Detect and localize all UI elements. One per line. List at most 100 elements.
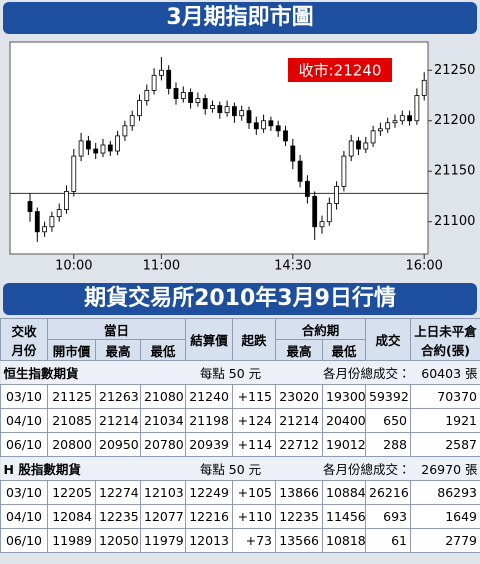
total-text: 26970 張	[421, 462, 478, 477]
total-label-text: 各月份總成交：	[323, 462, 411, 477]
candle-body	[312, 196, 318, 228]
y-tick-label: 21250	[434, 63, 475, 78]
table-cell-text: 10884	[326, 485, 366, 500]
section-name-text: H 股指數期貨	[3, 462, 81, 477]
header-cell: 結算價	[185, 318, 233, 361]
candle-body	[122, 125, 128, 137]
table-cell-text: 20939	[189, 437, 229, 452]
candle-body	[283, 130, 288, 142]
table-cell-text: 11979	[144, 533, 184, 548]
header-cell: 最高	[95, 339, 141, 361]
table-cell-text: 12013	[189, 533, 229, 548]
table-cell: 20800	[47, 432, 96, 457]
table-row: 03/10 21125 21263 21080 21240 +115 23020 19300 5…	[0, 384, 480, 409]
candle-body	[100, 144, 106, 154]
candle-body	[202, 98, 208, 110]
table-cell-text: 12274	[99, 485, 139, 500]
table-cell-text: 22712	[279, 437, 319, 452]
table-cell: 12274	[95, 480, 141, 505]
candle-body	[253, 122, 259, 130]
y-tick-label: 21200	[434, 113, 475, 128]
header-cell-text: 最低	[150, 343, 176, 359]
section-name: 恒生指數期貨	[0, 360, 186, 385]
table-cell: 21240	[185, 384, 233, 409]
table-cell-text: +110	[237, 509, 272, 524]
table-cell: 21263	[95, 384, 141, 409]
table-cell-text: 03/10	[5, 389, 43, 404]
candle-body	[341, 155, 347, 187]
header-cell-text: 結算價	[190, 333, 228, 348]
candle-body	[217, 105, 223, 114]
table-cell-text: 20780	[144, 437, 184, 452]
table-cell-text: 13866	[279, 485, 319, 500]
table-cell: 19300	[321, 384, 367, 409]
table-cell: 21198	[185, 408, 233, 433]
candle-body	[56, 209, 62, 218]
header-cell: 最低	[140, 339, 186, 361]
candle-body	[210, 105, 215, 110]
table-cell: 20950	[95, 432, 141, 457]
total: 60403 張	[410, 360, 480, 385]
table-cell-text: 21263	[99, 389, 139, 404]
table-cell: +114	[232, 432, 276, 457]
candle-body	[188, 92, 194, 103]
section-name-text: 恒生指數期貨	[3, 366, 79, 381]
table-cell: 10818	[321, 528, 367, 553]
per-point: 每點 50 元	[185, 456, 276, 481]
table-cell-text: 03/10	[5, 485, 43, 500]
table-cell: +105	[232, 480, 276, 505]
annotation: 收市:21240	[299, 62, 382, 80]
table-cell-text: +115	[237, 389, 272, 404]
header-cell-text: 交收	[11, 323, 37, 339]
candle-body	[195, 98, 201, 103]
candle-body	[414, 95, 420, 122]
candle-body	[180, 92, 186, 99]
table-cell: 1921	[410, 408, 480, 433]
table-row: 開市價 最高 最低 最高 最低	[1, 339, 480, 361]
table-cell-text: 12050	[99, 533, 139, 548]
table-cell-text: 21080	[144, 389, 184, 404]
table-row: 06/10 20800 20950 20780 20939 +114 22712 19012 2…	[0, 432, 480, 457]
table-cell-text: 20950	[99, 437, 139, 452]
candle-body	[385, 122, 391, 130]
y-tick-label: 21100	[434, 214, 475, 229]
table-cell-text: 06/10	[5, 437, 43, 452]
annotation-box	[288, 58, 392, 82]
table-cell-text: +73	[245, 533, 272, 548]
table-cell: 650	[365, 408, 412, 433]
table-cell: 1649	[410, 504, 480, 529]
table-cell-text: 12205	[52, 485, 92, 500]
table-cell: 11456	[321, 504, 367, 529]
header-cell: 起跌	[232, 318, 276, 361]
table-row: 恒生指數期貨 每點 50 元 各月份總成交： 60403 張	[0, 360, 480, 385]
table-cell: 21125	[47, 384, 96, 409]
candle-body	[151, 74, 157, 91]
header-cell-text: 最高	[105, 343, 131, 359]
table-cell: 21080	[140, 384, 186, 409]
candle-body	[224, 106, 230, 114]
table-cell: +73	[232, 528, 276, 553]
table-cell-text: 70370	[437, 389, 478, 404]
candle-body	[326, 203, 332, 223]
table-cell-text: 12235	[99, 509, 139, 524]
table-cell: 70370	[410, 384, 480, 409]
table-cell-text: 19300	[326, 389, 366, 404]
total: 26970 張	[410, 456, 480, 481]
table-cell-text: 06/10	[5, 533, 43, 548]
table-cell: 693	[365, 504, 412, 529]
table-cell: +115	[232, 384, 276, 409]
table-cell-text: 13566	[279, 533, 319, 548]
table-cell: 22712	[275, 432, 323, 457]
header-cell-text: 合約期	[301, 322, 340, 338]
table-cell: 04/10	[0, 408, 48, 433]
table-cell: 20780	[140, 432, 186, 457]
table-cell: 13566	[275, 528, 323, 553]
total-label: 各月份總成交：	[275, 360, 411, 385]
table-cell-text: 21214	[279, 413, 319, 428]
table-cell: 2779	[410, 528, 480, 553]
table-cell-text: 21214	[99, 413, 139, 428]
candle-body	[356, 140, 361, 150]
header-cell: 上日未平倉 合約(張)	[410, 318, 480, 361]
candle-body	[268, 120, 274, 127]
table-cell: 19012	[321, 432, 367, 457]
